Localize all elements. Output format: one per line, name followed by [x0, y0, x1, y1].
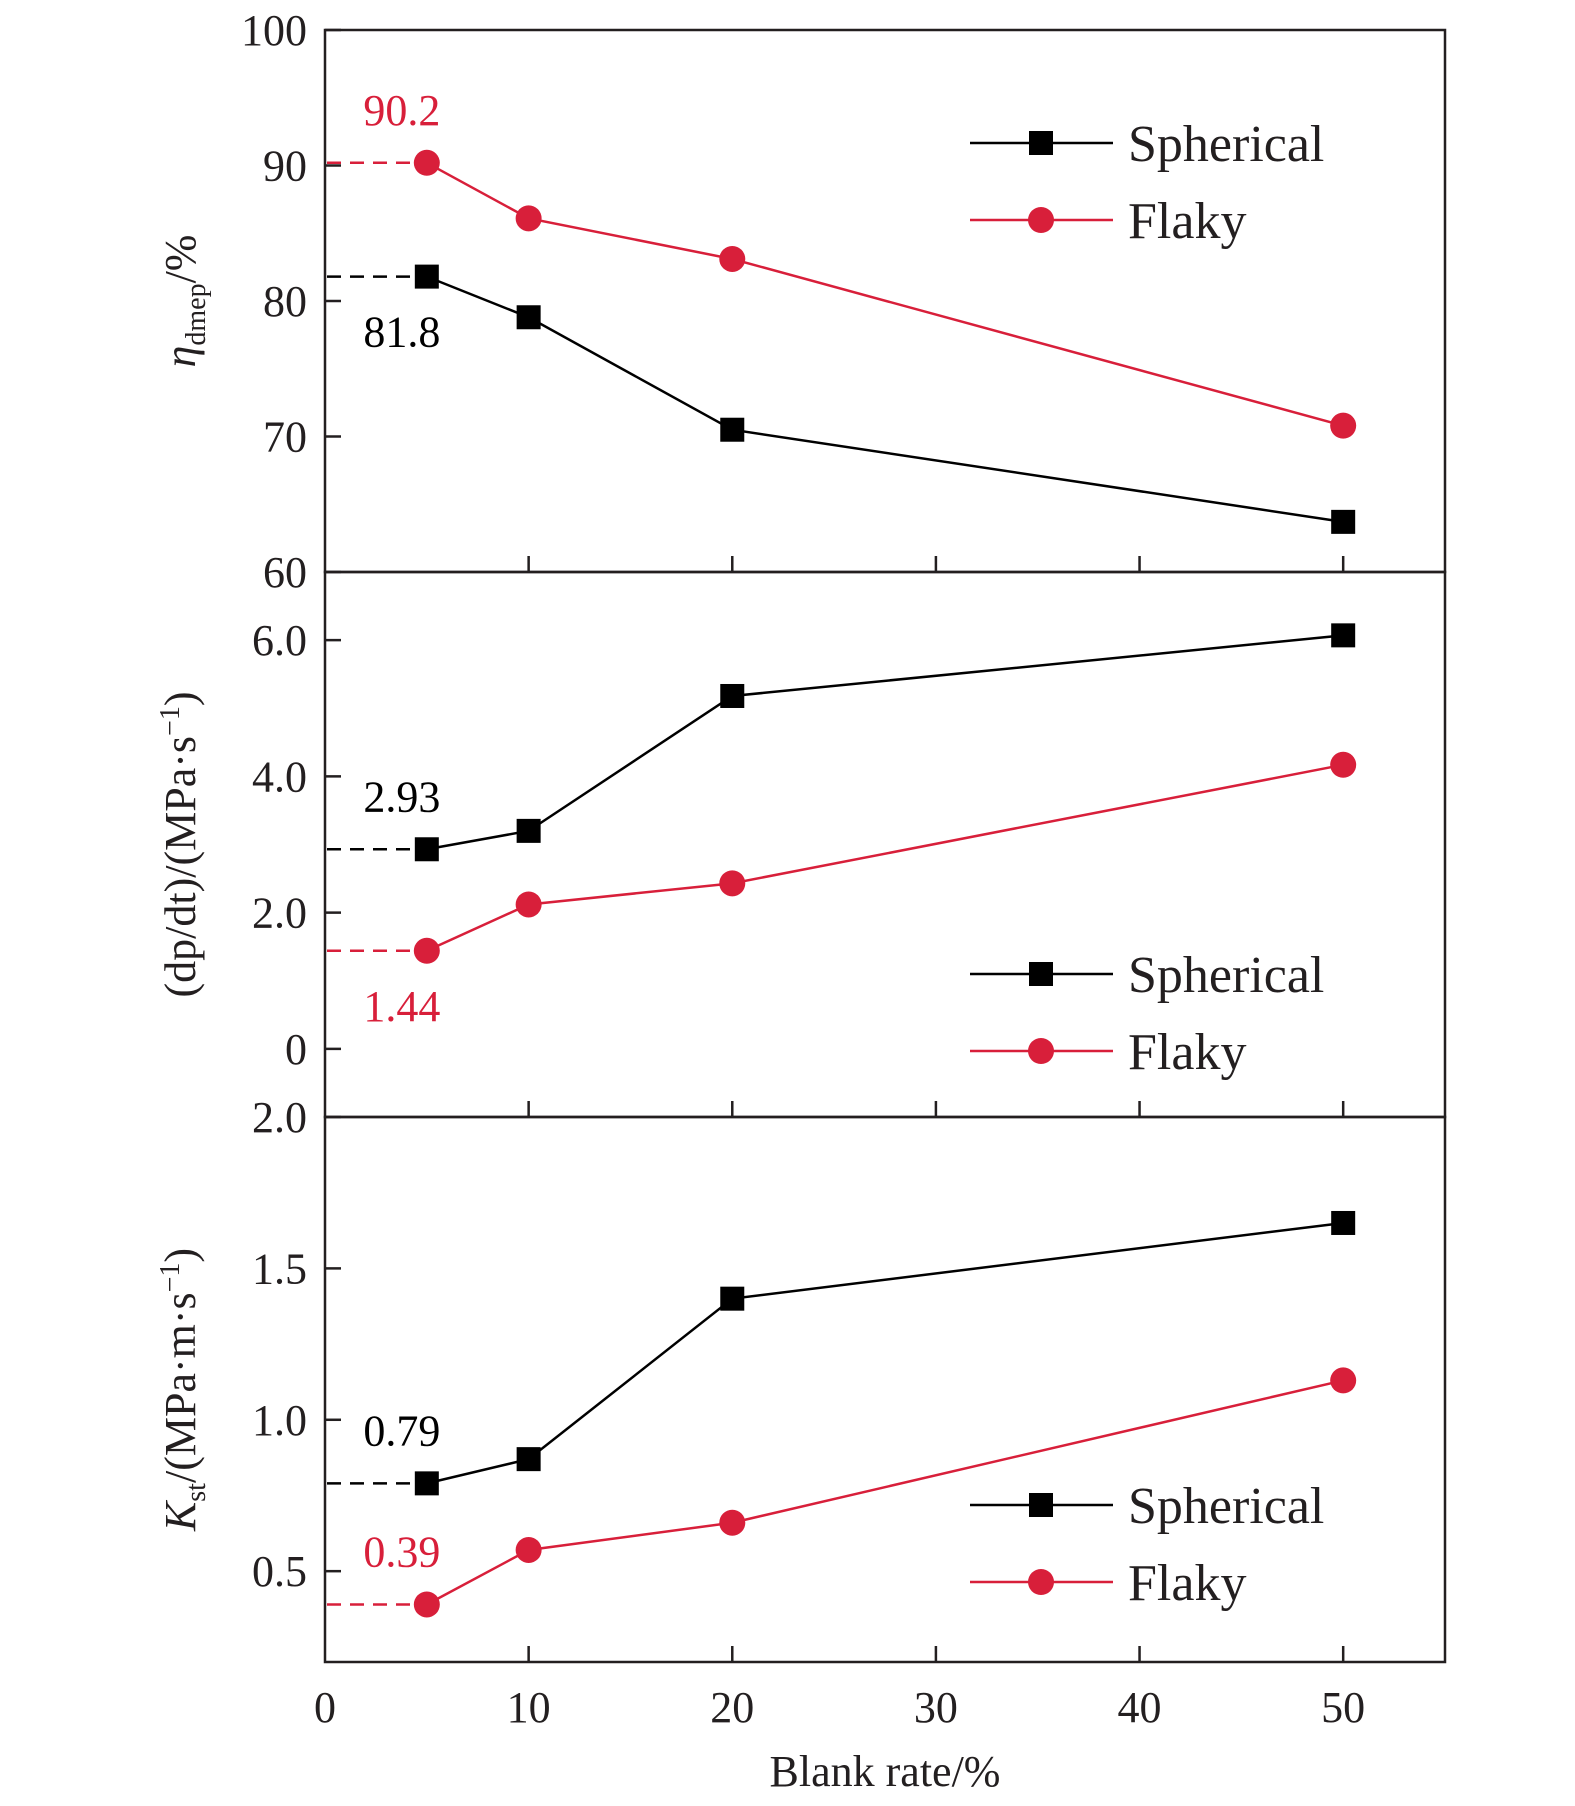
y-axis-label: Kst/(MPa·m·s−1) [155, 1248, 212, 1532]
legend-marker-circle [1028, 1569, 1054, 1595]
y-label-subscript: st [181, 1483, 212, 1502]
data-label: 90.2 [363, 86, 440, 135]
y-label-main: η [156, 346, 205, 368]
panel-3: 0.5 1.0 1.5 2.0 Kst/(MPa·m·s−1) 0.79 0.39 Spher… [155, 1093, 1447, 1664]
y-tick-label: 2.0 [252, 889, 307, 938]
data-point-flaky [1330, 751, 1357, 778]
data-label: 0.39 [363, 1527, 440, 1576]
x-tick-label: 40 [1118, 1683, 1162, 1732]
data-point-spherical [720, 417, 745, 442]
data-label: 81.8 [363, 308, 440, 357]
legend-label: Spherical [1128, 947, 1324, 1004]
y-axis-label: ηdmep/% [156, 235, 212, 368]
y-label-suffix: /% [156, 235, 205, 284]
data-point-flaky [413, 937, 440, 964]
x-tick-label: 30 [914, 1683, 958, 1732]
data-label: 1.44 [363, 982, 440, 1031]
data-point-flaky [413, 1591, 440, 1618]
data-point-spherical [1331, 1210, 1356, 1235]
y-tick-label: 0 [285, 1025, 307, 1074]
series-line-spherical [426, 634, 1344, 851]
legend: Spherical Flaky [970, 947, 1324, 1081]
legend-marker-square [1029, 962, 1053, 986]
data-point-flaky [515, 205, 542, 232]
panel-1: 60 70 80 90 100 ηdmep/% 90.2 81.8 Spherical Flaky [156, 6, 1447, 597]
data-point-spherical [1331, 623, 1356, 648]
x-axis-label: Blank rate/% [770, 1747, 1001, 1796]
data-point-flaky [413, 149, 440, 176]
data-point-spherical [516, 305, 541, 330]
legend-label: Flaky [1128, 1024, 1246, 1081]
x-tick-label: 20 [710, 1683, 754, 1732]
y-tick-label: 1.5 [252, 1244, 307, 1293]
data-label: 2.93 [363, 772, 440, 821]
data-point-spherical [414, 837, 439, 862]
legend-marker-square [1029, 1493, 1053, 1517]
data-point-spherical [516, 818, 541, 843]
data-point-spherical [720, 1286, 745, 1311]
y-tick-label: 90 [263, 142, 307, 191]
data-point-spherical [414, 1471, 439, 1496]
y-label-suffix: ) [156, 692, 205, 707]
data-point-spherical [516, 1447, 541, 1472]
legend: Spherical Flaky [970, 116, 1324, 250]
legend: Spherical Flaky [970, 1478, 1324, 1612]
y-tick-label: 70 [263, 413, 307, 462]
y-tick-label: 0.5 [252, 1547, 307, 1596]
x-tick-label: 50 [1321, 1683, 1365, 1732]
legend-label: Flaky [1128, 193, 1246, 250]
data-point-flaky [719, 245, 746, 272]
y-label-suffix: ) [156, 1248, 205, 1263]
data-point-flaky [515, 891, 542, 918]
legend-marker-circle [1028, 207, 1054, 233]
legend-label: Spherical [1128, 116, 1324, 173]
legend-label: Spherical [1128, 1478, 1324, 1535]
data-point-flaky [719, 1509, 746, 1536]
y-label-superscript: −1 [155, 1263, 186, 1293]
y-tick-label: 80 [263, 277, 307, 326]
legend-marker-circle [1028, 1038, 1054, 1064]
x-tick-label: 10 [507, 1683, 551, 1732]
data-point-spherical [720, 683, 745, 708]
y-label-main: (dp/dt)/(MPa·s [156, 736, 205, 998]
y-tick-label: 2.0 [252, 1093, 307, 1142]
x-axis: 0 10 20 30 40 50 Blank rate/% [314, 1683, 1365, 1796]
data-point-flaky [1330, 412, 1357, 439]
y-label-unit: /(MPa·m·s [156, 1292, 205, 1483]
data-point-flaky [1330, 1367, 1357, 1394]
y-label-subscript: dmep [181, 283, 212, 345]
plot-frame [323, 570, 1447, 1119]
series-line-flaky [426, 763, 1344, 952]
panel-2: 0 2.0 4.0 6.0 (dp/dt)/(MPa·s−1) 2.93 1.44 Spher… [155, 570, 1447, 1119]
y-tick-label: 6.0 [252, 616, 307, 665]
y-label-superscript: −1 [155, 706, 186, 736]
data-point-spherical [1331, 509, 1356, 534]
data-point-flaky [719, 870, 746, 897]
series-line-spherical [426, 275, 1344, 524]
y-tick-label: 4.0 [252, 752, 307, 801]
y-axis-label: (dp/dt)/(MPa·s−1) [155, 692, 205, 998]
y-tick-label: 100 [241, 6, 307, 55]
y-tick-label: 60 [263, 548, 307, 597]
data-point-spherical [414, 264, 439, 289]
plot-frame [323, 1115, 1447, 1664]
data-label: 0.79 [363, 1406, 440, 1455]
legend-label: Flaky [1128, 1555, 1246, 1612]
legend-marker-square [1029, 131, 1053, 155]
y-tick-label: 1.0 [252, 1396, 307, 1445]
data-point-flaky [515, 1536, 542, 1563]
series-line-flaky [426, 161, 1344, 427]
x-tick-label: 0 [314, 1683, 336, 1732]
y-label-main: K [156, 1499, 205, 1532]
series-line-flaky [426, 1379, 1344, 1606]
series-line-spherical [426, 1221, 1344, 1485]
